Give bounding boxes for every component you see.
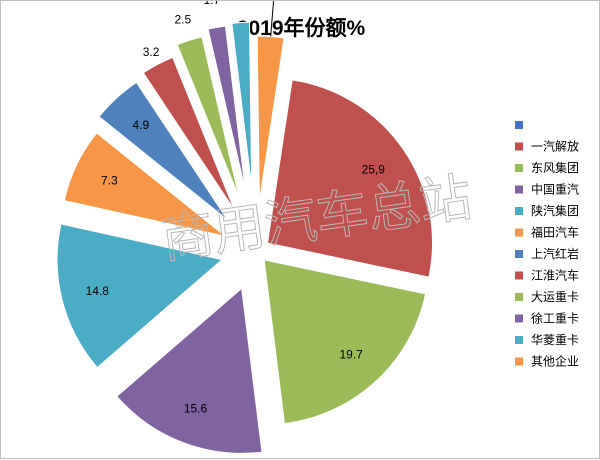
legend-label: 一汽解放 bbox=[531, 139, 579, 154]
legend-swatch bbox=[515, 314, 523, 323]
legend-swatch bbox=[515, 121, 523, 129]
legend-swatch bbox=[515, 293, 523, 301]
pie-slices bbox=[56, 21, 433, 454]
pie-slice-其他企业 bbox=[256, 35, 285, 202]
legend-label: 江淮汽车 bbox=[531, 268, 579, 283]
data-label: 15.6 bbox=[184, 401, 208, 415]
legend-label: 陕汽集团 bbox=[531, 203, 579, 218]
data-label: 14.8 bbox=[86, 284, 110, 298]
legend: 一汽解放东风集团中国重汽陕汽集团福田汽车上汽红岩江淮汽车大运重卡徐工重卡华菱重卡… bbox=[515, 121, 579, 369]
legend-label: 中国重汽 bbox=[531, 182, 579, 197]
legend-swatch bbox=[515, 142, 523, 151]
pie-slice-大运重卡 bbox=[176, 36, 240, 198]
pie-slice-徐工重卡 bbox=[207, 25, 246, 191]
leader-line bbox=[270, 1, 275, 37]
legend-label: 华菱重卡 bbox=[531, 333, 579, 347]
legend-label: 东风集团 bbox=[531, 160, 579, 175]
legend-swatch bbox=[515, 164, 523, 172]
legend-label: 上汽红岩 bbox=[531, 246, 579, 261]
pie-slice-华菱重卡 bbox=[231, 21, 253, 188]
legend-swatch bbox=[515, 250, 523, 258]
legend-swatch bbox=[515, 336, 523, 344]
legend-swatch bbox=[515, 185, 523, 194]
data-label: 19.7 bbox=[340, 348, 364, 362]
legend-swatch bbox=[515, 228, 523, 237]
pie-slice-江淮汽车 bbox=[142, 56, 236, 211]
pie-slice-中国重汽 bbox=[116, 287, 263, 454]
data-label: 3.2 bbox=[143, 45, 160, 59]
data-labels: 25,919.715.614.87.34.93.22.51.71.72.6 bbox=[86, 1, 386, 415]
data-label: 2.5 bbox=[174, 12, 191, 26]
pie-slice-陕汽集团 bbox=[56, 223, 224, 369]
legend-label: 其他企业 bbox=[531, 354, 579, 369]
data-label: 25,9 bbox=[362, 163, 386, 177]
data-label: 4.9 bbox=[133, 118, 150, 132]
data-label: 7.3 bbox=[101, 174, 118, 188]
pie-slice-福田汽车 bbox=[63, 132, 226, 237]
pie-slice-上汽红岩 bbox=[98, 81, 229, 221]
legend-swatch bbox=[515, 207, 523, 215]
chart-title: 2019年份额% bbox=[237, 16, 366, 40]
legend-label: 大运重卡 bbox=[531, 290, 579, 304]
legend-swatch bbox=[515, 271, 523, 280]
data-label: 1.7 bbox=[204, 1, 221, 7]
legend-label: 徐工重卡 bbox=[531, 311, 579, 326]
legend-label: 福田汽车 bbox=[531, 225, 579, 240]
pie-slice-一汽解放 bbox=[266, 79, 433, 278]
pie-slice-东风集团 bbox=[263, 259, 427, 425]
legend-swatch bbox=[515, 357, 523, 366]
